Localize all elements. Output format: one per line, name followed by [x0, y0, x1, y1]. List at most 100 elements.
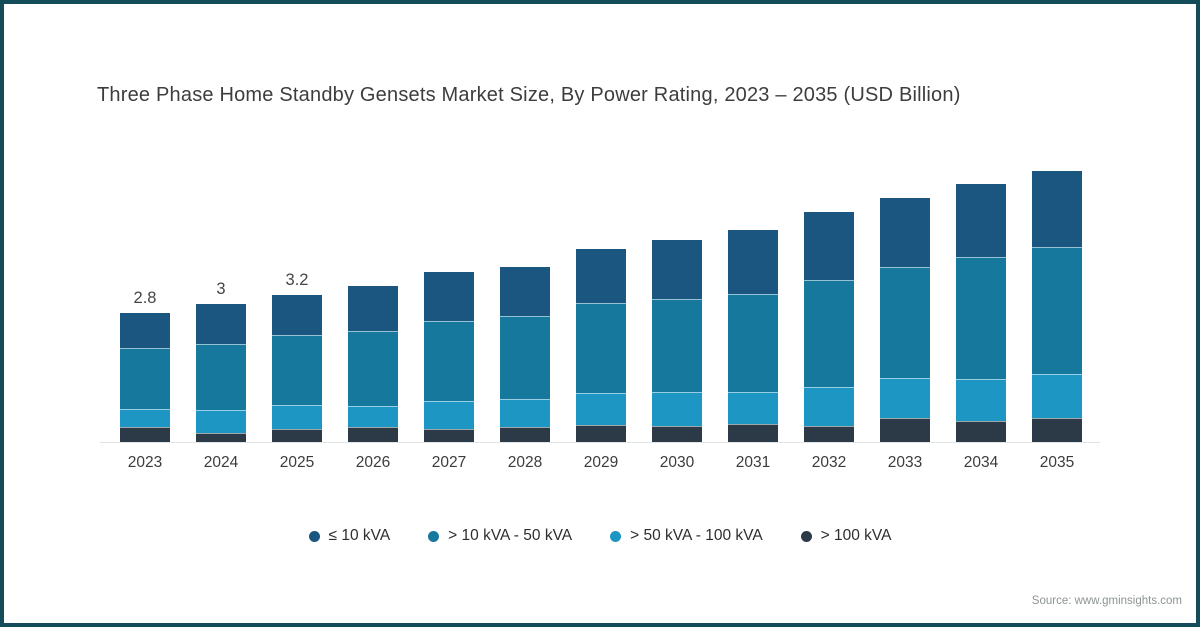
bar-2028: [500, 242, 550, 442]
bar-segment: [272, 405, 322, 430]
bar-segment: [652, 425, 702, 442]
bar-segment: [956, 184, 1006, 258]
bar-segment: [728, 424, 778, 442]
legend-dot-icon: [610, 530, 622, 542]
bar-segment: [880, 198, 930, 268]
bar-total-label: [523, 242, 528, 262]
bar-stack: [1032, 170, 1082, 442]
bar-segment: [880, 378, 930, 418]
bar-stack: [120, 313, 170, 442]
x-axis-label: 2029: [583, 454, 619, 471]
bar-2023: 2.8: [120, 288, 170, 442]
bar-segment: [424, 400, 474, 430]
x-axis-labels: 2023 2024 2025 2026 2027 2028 2029 2030 2031 2032…: [120, 454, 1082, 472]
bar-segment: [956, 420, 1006, 442]
legend-dot-icon: [800, 530, 812, 542]
x-axis-label: 2035: [1039, 454, 1075, 471]
legend-label: ≤ 10 kVA: [328, 527, 391, 544]
bar-segment: [880, 417, 930, 442]
legend-label: > 100 kVA: [820, 527, 892, 544]
x-axis-baseline: [100, 442, 1100, 443]
bar-2029: [576, 224, 626, 442]
legend-item: ≤ 10 kVA: [308, 527, 391, 545]
bar-segment: [272, 334, 322, 406]
bar-2033: [880, 173, 930, 442]
bar-segment: [576, 425, 626, 442]
bar-segment: [348, 285, 398, 331]
bar-stack: [500, 267, 550, 442]
bar-stack: [652, 239, 702, 442]
bar-segment: [424, 429, 474, 442]
bar-segment: [804, 386, 854, 426]
bar-total-label: 3.2: [285, 270, 309, 289]
bar-2025: 3.2: [272, 270, 322, 442]
bar-total-label: [827, 187, 832, 207]
bar-segment: [500, 426, 550, 442]
bar-stack: [728, 230, 778, 442]
bar-segment: [804, 425, 854, 442]
bar-segment: [272, 294, 322, 335]
bar-segment: [652, 298, 702, 392]
bar-segment: [120, 348, 170, 409]
legend-dot-icon: [428, 530, 440, 542]
bar-segment: [500, 267, 550, 316]
bar-segment: [956, 378, 1006, 421]
bar-segment: [576, 303, 626, 393]
legend-item: > 50 kVA - 100 kVA: [610, 527, 763, 545]
x-axis-label: 2031: [735, 454, 771, 471]
bar-segment: [576, 392, 626, 425]
bar-segment: [196, 343, 246, 411]
bar-segment: [500, 398, 550, 427]
bar-segment: [728, 391, 778, 425]
bar-segment: [804, 212, 854, 281]
x-axis-label: 2030: [659, 454, 695, 471]
bar-segment: [652, 239, 702, 299]
legend: ≤ 10 kVA > 10 kVA - 50 kVA > 50 kVA - 100 …: [4, 527, 1196, 545]
bar-2026: [348, 261, 398, 442]
x-axis-label: 2034: [963, 454, 999, 471]
source-note: Source: www.gminsights.com: [1031, 595, 1182, 607]
legend-item: > 10 kVA - 50 kVA: [428, 527, 572, 545]
bar-segment: [500, 315, 550, 399]
bar-segment: [1032, 170, 1082, 248]
bar-total-label: [751, 205, 756, 225]
bar-segment: [728, 230, 778, 294]
bar-total-label: [599, 224, 604, 244]
bar-stack: [880, 198, 930, 442]
bar-2031: [728, 205, 778, 442]
bar-total-label: 3: [216, 280, 226, 299]
bar-segment: [120, 426, 170, 442]
bar-stack: [956, 184, 1006, 442]
bar-segment: [348, 330, 398, 406]
bars-area: 2.8 3 3.2: [120, 146, 1082, 442]
bar-segment: [424, 271, 474, 321]
x-axis-label: 2027: [431, 454, 467, 471]
x-axis-label: 2023: [127, 454, 163, 471]
x-axis-label: 2025: [279, 454, 315, 471]
legend-item: > 100 kVA: [800, 527, 892, 545]
bar-segment: [424, 320, 474, 401]
bar-total-label: [675, 215, 680, 235]
bar-segment: [1032, 374, 1082, 419]
bar-2035: [1032, 146, 1082, 442]
bar-total-label: [1055, 146, 1060, 166]
bar-total-label: 2.8: [133, 289, 157, 308]
bar-total-label: [979, 159, 984, 179]
bar-2024: 3: [196, 279, 246, 442]
bar-total-label: [903, 173, 908, 193]
chart-title: Three Phase Home Standby Gensets Market …: [97, 84, 961, 106]
bar-segment: [348, 426, 398, 442]
bar-segment: [880, 267, 930, 379]
bar-2027: [424, 247, 474, 442]
legend-label: > 10 kVA - 50 kVA: [448, 527, 573, 544]
bar-segment: [1032, 247, 1082, 375]
bar-segment: [728, 293, 778, 392]
bar-segment: [576, 248, 626, 304]
bar-stack: [348, 285, 398, 442]
legend-dot-icon: [308, 530, 320, 542]
x-axis-label: 2024: [203, 454, 239, 471]
legend-label: > 50 kVA - 100 kVA: [630, 527, 763, 544]
bar-stack: [272, 294, 322, 442]
bar-segment: [120, 408, 170, 427]
